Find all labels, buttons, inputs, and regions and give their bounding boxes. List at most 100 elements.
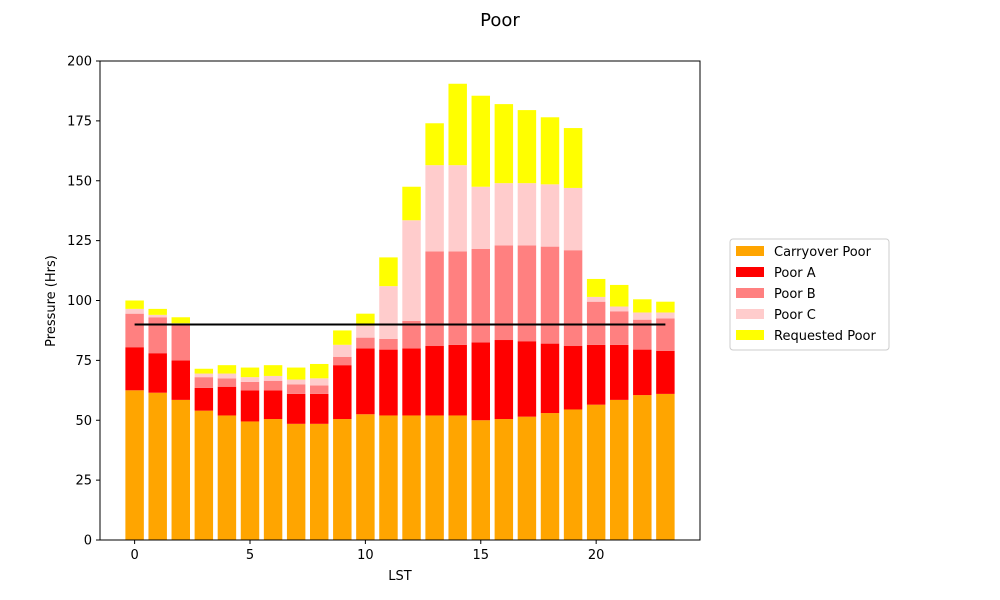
bar-requested-poor-3 — [194, 368, 214, 374]
bar-poor-c-8 — [310, 378, 329, 386]
bar-carryover-poor-13 — [425, 415, 444, 540]
bar-requested-poor-8 — [310, 363, 329, 379]
bar-poor-b-4 — [217, 378, 237, 387]
bar-requested-poor-18 — [540, 117, 560, 185]
bar-carryover-poor-8 — [310, 423, 329, 540]
bar-poor-a-20 — [586, 344, 606, 405]
bar-requested-poor-13 — [425, 123, 444, 166]
bar-poor-a-14 — [448, 344, 467, 416]
bar-requested-poor-16 — [494, 104, 514, 184]
bar-requested-poor-23 — [656, 301, 675, 313]
bar-requested-poor-22 — [633, 299, 652, 313]
bar-poor-b-17 — [517, 245, 537, 342]
y-tick-label: 150 — [67, 174, 92, 189]
bar-poor-a-4 — [217, 386, 237, 416]
bar-poor-b-20 — [586, 301, 606, 345]
bar-poor-c-20 — [586, 296, 606, 302]
bar-carryover-poor-4 — [217, 415, 237, 540]
bar-requested-poor-17 — [517, 110, 537, 184]
legend-label: Poor B — [774, 287, 816, 302]
legend-swatch — [736, 267, 764, 277]
bar-poor-a-19 — [563, 346, 583, 410]
bar-poor-a-23 — [656, 350, 675, 394]
bar-poor-c-0 — [125, 308, 144, 314]
bar-poor-b-18 — [540, 246, 560, 344]
bar-poor-b-1 — [148, 317, 167, 354]
bar-poor-c-21 — [610, 306, 629, 312]
bar-carryover-poor-14 — [448, 415, 467, 540]
bar-poor-c-1 — [148, 314, 167, 318]
bar-poor-c-18 — [540, 184, 560, 247]
bar-poor-c-13 — [425, 165, 444, 252]
bar-requested-poor-7 — [286, 367, 306, 380]
bar-carryover-poor-22 — [633, 395, 652, 540]
legend-swatch — [736, 309, 764, 319]
bar-poor-a-0 — [125, 347, 144, 391]
bar-poor-c-16 — [494, 183, 514, 246]
bar-carryover-poor-0 — [125, 390, 144, 540]
bar-poor-b-15 — [471, 249, 490, 343]
bar-requested-poor-21 — [610, 284, 629, 307]
bar-poor-a-22 — [633, 349, 652, 396]
legend-swatch — [736, 288, 764, 298]
bar-requested-poor-6 — [263, 365, 283, 376]
bar-poor-c-3 — [194, 373, 214, 378]
x-tick-label: 20 — [588, 548, 605, 563]
bar-poor-a-7 — [286, 393, 306, 424]
bar-poor-b-0 — [125, 313, 144, 348]
bar-requested-poor-14 — [448, 83, 467, 166]
bar-poor-b-6 — [263, 380, 283, 391]
bar-carryover-poor-2 — [171, 399, 190, 540]
bar-poor-b-16 — [494, 245, 514, 341]
bar-poor-a-16 — [494, 340, 514, 420]
bar-requested-poor-15 — [471, 95, 490, 187]
y-axis-label: Pressure (Hrs) — [44, 255, 59, 347]
bar-poor-b-8 — [310, 385, 329, 394]
bar-poor-a-21 — [610, 344, 629, 400]
bar-poor-a-11 — [379, 349, 398, 416]
bar-carryover-poor-1 — [148, 392, 167, 540]
y-tick-label: 75 — [75, 354, 92, 369]
bar-carryover-poor-6 — [263, 419, 283, 540]
bar-poor-c-12 — [402, 220, 421, 321]
bar-poor-b-2 — [171, 324, 190, 361]
bar-poor-a-10 — [356, 348, 375, 415]
bar-poor-b-13 — [425, 251, 444, 347]
bar-poor-b-7 — [286, 384, 306, 394]
y-tick-label: 50 — [75, 414, 92, 429]
legend-box — [729, 238, 890, 351]
bar-carryover-poor-7 — [286, 423, 306, 540]
x-axis-label: LST — [388, 569, 411, 584]
bar-requested-poor-9 — [333, 330, 352, 345]
bar-poor-b-21 — [610, 311, 629, 345]
bar-carryover-poor-11 — [379, 415, 398, 540]
bar-poor-c-14 — [448, 165, 467, 252]
bar-requested-poor-11 — [379, 257, 398, 287]
bar-carryover-poor-10 — [356, 414, 375, 540]
bar-poor-b-12 — [402, 320, 421, 349]
bar-poor-b-23 — [656, 318, 675, 351]
bar-poor-c-15 — [471, 186, 490, 250]
bar-poor-a-5 — [240, 390, 260, 422]
bar-poor-a-8 — [310, 393, 329, 424]
bar-poor-c-6 — [263, 375, 283, 381]
bar-carryover-poor-21 — [610, 399, 629, 540]
bar-poor-b-19 — [563, 250, 583, 347]
bar-requested-poor-19 — [563, 128, 583, 188]
bar-requested-poor-4 — [217, 365, 237, 374]
legend-label: Requested Poor — [774, 329, 876, 344]
bar-carryover-poor-16 — [494, 419, 514, 540]
bar-poor-a-1 — [148, 353, 167, 393]
bar-poor-c-10 — [356, 325, 375, 338]
legend-swatch — [736, 330, 764, 340]
bar-poor-b-5 — [240, 381, 260, 391]
bar-poor-c-19 — [563, 187, 583, 251]
bar-poor-b-9 — [333, 356, 352, 366]
bar-poor-c-17 — [517, 183, 537, 246]
bar-poor-c-23 — [656, 312, 675, 319]
bar-requested-poor-20 — [586, 278, 606, 297]
x-tick-label: 15 — [472, 548, 489, 563]
bar-requested-poor-2 — [171, 317, 190, 324]
y-tick-label: 200 — [67, 55, 92, 70]
